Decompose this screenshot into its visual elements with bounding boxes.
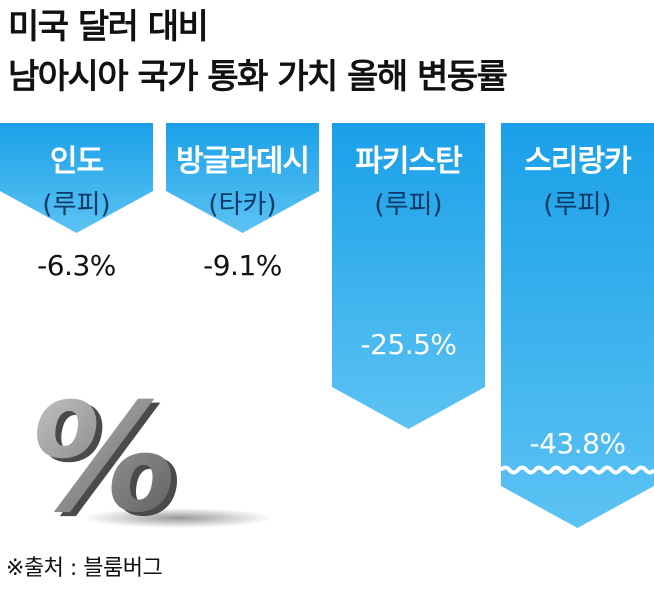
category-label: 스리랑카 [524, 144, 632, 179]
svg-text:%: % [22, 375, 197, 550]
currency-label: (루피) [374, 190, 442, 220]
category-label: 파키스탄 [355, 144, 463, 179]
chart-title: 미국 달러 대비 남아시아 국가 통화 가치 올해 변동률 [8, 2, 648, 102]
axis-break-wave [499, 465, 654, 475]
bar-1 [0, 123, 153, 233]
value-label: -9.1% [203, 249, 282, 282]
svg-text:%: % [16, 371, 191, 546]
bar-2 [166, 123, 319, 233]
bar-3 [332, 123, 485, 429]
category-label: 방글라데시 [176, 144, 309, 179]
currency-label: (루피) [543, 190, 611, 220]
percent-sign-3d-icon: % % [16, 371, 273, 550]
category-label: 인도 [50, 144, 104, 179]
title-line-1: 미국 달러 대비 [8, 7, 209, 47]
value-label: -43.8% [529, 427, 625, 460]
value-label: -25.5% [360, 328, 456, 361]
currency-label: (타카) [208, 190, 276, 220]
title-line-2: 남아시아 국가 통화 가치 올해 변동률 [8, 57, 508, 97]
bar-4 [501, 123, 654, 528]
currency-label: (루피) [42, 190, 110, 220]
value-label: -6.3% [37, 249, 116, 282]
source-note: ※출처 : 블룸버그 [6, 556, 163, 581]
